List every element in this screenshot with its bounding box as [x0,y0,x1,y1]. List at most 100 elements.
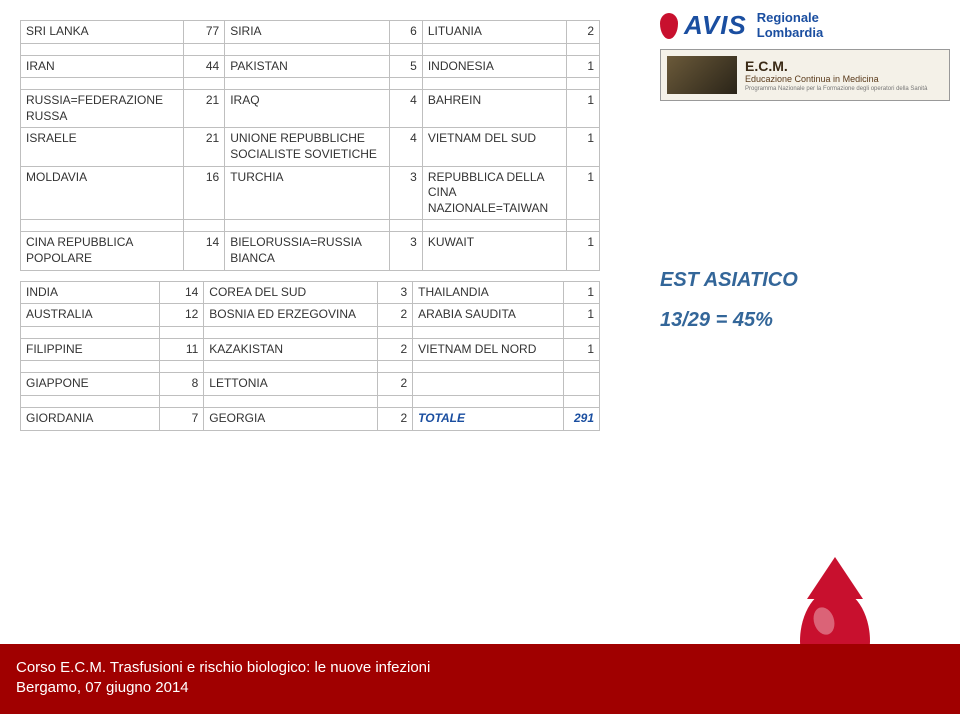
value-cell: 1 [567,232,600,270]
value-cell: 4 [389,128,422,166]
spacer-cell [225,78,390,90]
country-cell: SRI LANKA [21,21,184,44]
country-cell: MOLDAVIA [21,166,184,220]
logo-block: AVIS RegionaleLombardia E.C.M. Educazion… [660,10,950,101]
value-cell: 14 [160,281,204,304]
spacer-cell [21,395,160,407]
value-cell: 1 [567,90,600,128]
country-cell: BOSNIA ED ERZEGOVINA [204,304,378,327]
country-cell: FILIPPINE [21,338,160,361]
value-cell: 2 [378,407,413,430]
total-value: 291 [563,407,599,430]
value-cell: 3 [389,166,422,220]
value-cell: 2 [567,21,600,44]
spacer-cell [21,326,160,338]
value-cell: 4 [389,90,422,128]
avis-text: AVIS [684,10,747,41]
avis-logo: AVIS RegionaleLombardia [660,10,950,41]
spacer-cell [225,43,390,55]
country-cell: KUWAIT [422,232,566,270]
spacer-cell [563,361,599,373]
footer-line1: Corso E.C.M. Trasfusioni e rischio biolo… [16,659,430,676]
country-cell: AUSTRALIA [21,304,160,327]
value-cell: 14 [183,232,225,270]
spacer-cell [422,220,566,232]
value-cell: 1 [567,128,600,166]
spacer-cell [160,395,204,407]
callout-line2: 13/29 = 45% [660,300,798,340]
value-cell: 12 [160,304,204,327]
footer-line2: Bergamo, 07 giugno 2014 [16,679,189,696]
value-cell: 1 [567,166,600,220]
country-cell: REPUBBLICA DELLA CINA NAZIONALE=TAIWAN [422,166,566,220]
ecm-title: E.C.M. [745,58,927,74]
value-cell: 2 [378,338,413,361]
callout: EST ASIATICO 13/29 = 45% [660,260,798,340]
spacer-cell [413,395,564,407]
spacer-cell [389,43,422,55]
spacer-cell [21,43,184,55]
ecm-box: E.C.M. Educazione Continua in Medicina P… [660,49,950,101]
value-cell: 3 [378,281,413,304]
country-cell: TURCHIA [225,166,390,220]
country-cell: KAZAKISTAN [204,338,378,361]
country-cell [413,373,564,396]
value-cell: 77 [183,21,225,44]
ecm-subtitle: Educazione Continua in Medicina [745,74,927,84]
regionale-text: RegionaleLombardia [757,11,823,40]
spacer-cell [422,78,566,90]
value-cell: 2 [378,304,413,327]
spacer-cell [413,326,564,338]
spacer-cell [567,220,600,232]
value-cell: 1 [567,55,600,78]
spacer-cell [204,361,378,373]
total-label: TOTALE [413,407,564,430]
country-cell: SIRIA [225,21,390,44]
spacer-cell [389,78,422,90]
spacer-cell [567,78,600,90]
spacer-cell [183,43,225,55]
value-cell: 44 [183,55,225,78]
value-cell: 16 [183,166,225,220]
spacer-cell [21,78,184,90]
country-cell: GIORDANIA [21,407,160,430]
upper-table: SRI LANKA77SIRIA6LITUANIA2IRAN44PAKISTAN… [20,20,600,271]
country-cell: RUSSIA=FEDERAZIONE RUSSA [21,90,184,128]
spacer-cell [21,220,184,232]
country-cell: VIETNAM DEL NORD [413,338,564,361]
value-cell: 21 [183,128,225,166]
country-cell: INDIA [21,281,160,304]
spacer-cell [204,326,378,338]
spacer-cell [160,326,204,338]
spacer-cell [563,395,599,407]
spacer-cell [378,326,413,338]
value-cell: 2 [378,373,413,396]
country-cell: PAKISTAN [225,55,390,78]
drop-icon [660,13,678,39]
country-cell: IRAN [21,55,184,78]
country-cell: INDONESIA [422,55,566,78]
value-cell [563,373,599,396]
ecm-image [667,56,737,94]
spacer-cell [378,395,413,407]
value-cell: 8 [160,373,204,396]
country-cell: IRAQ [225,90,390,128]
footer-text: Corso E.C.M. Trasfusioni e rischio biolo… [16,658,430,699]
spacer-cell [204,395,378,407]
value-cell: 1 [563,281,599,304]
country-cell: ISRAELE [21,128,184,166]
country-cell: ARABIA SAUDITA [413,304,564,327]
country-cell: UNIONE REPUBBLICHE SOCIALISTE SOVIETICHE [225,128,390,166]
spacer-cell [225,220,390,232]
country-cell: LETTONIA [204,373,378,396]
spacer-cell [563,326,599,338]
country-cell: VIETNAM DEL SUD [422,128,566,166]
value-cell: 1 [563,338,599,361]
spacer-cell [21,361,160,373]
country-cell: BAHREIN [422,90,566,128]
value-cell: 3 [389,232,422,270]
value-cell: 11 [160,338,204,361]
spacer-cell [160,361,204,373]
value-cell: 5 [389,55,422,78]
callout-line1: EST ASIATICO [660,260,798,300]
